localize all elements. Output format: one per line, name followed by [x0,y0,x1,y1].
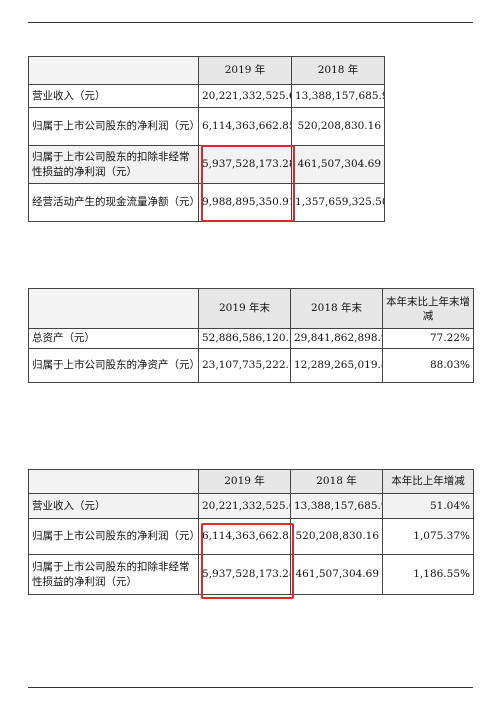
header-cell: 2019 年 [198,56,292,85]
value-cell: 461,507,304.69 [291,145,385,184]
row-label: 营业收入（元） [28,84,199,108]
table-row: 营业收入（元） 20,221,332,525.64 13,388,157,685… [28,84,385,108]
row-label: 营业收入（元） [28,493,199,519]
value-cell: 23,107,735,222.70 [198,348,291,383]
change-cell: 1,075.37% [382,518,474,555]
table-row: 归属于上市公司股东的扣除非经常性损益的净利润（元） 5,937,528,173.… [28,554,474,595]
row-label: 归属于上市公司股东的扣除非经常性损益的净利润（元） [28,145,199,184]
table-row: 归属于上市公司股东的扣除非经常性损益的净利润（元） 5,937,528,173.… [28,145,385,184]
header-cell [28,469,199,494]
table-row: 归属于上市公司股东的净利润（元） 6,114,363,662.85 520,20… [28,107,385,146]
value-cell: 20,221,332,525.64 [198,493,291,519]
header-cell [28,288,199,329]
header-cell: 2018 年 [290,469,383,494]
value-cell: 520,208,830.16 [291,107,385,146]
value-cell: 12,289,265,019.80 [290,348,383,383]
header-cell: 本年末比上年末增减 [382,288,474,329]
value-cell: 52,886,586,120.19 [198,328,291,349]
value-cell: 6,114,363,662.85 [198,107,292,146]
value-cell: 461,507,304.69 [290,554,383,595]
bottom-rule [28,687,473,688]
top-rule [28,22,473,23]
value-cell: 5,937,528,173.28 [198,554,291,595]
table-row: 经营活动产生的现金流量净额（元） 9,988,895,350.91 1,357,… [28,183,385,222]
change-cell: 1,186.55% [382,554,474,595]
value-cell: 5,937,528,173.28 [198,145,292,184]
table-header-row: 2019 年末 2018 年末 本年末比上年末增减 [28,288,474,329]
header-cell: 2018 年 [291,56,385,85]
header-cell: 2019 年 [198,469,291,494]
row-label: 归属于上市公司股东的扣除非经常性损益的净利润（元） [28,554,199,595]
table-header-row: 2019 年 2018 年 本年比上年增减 [28,469,474,494]
value-cell: 13,388,157,685.94 [291,84,385,108]
value-cell: 13,388,157,685.94 [290,493,383,519]
table-row: 归属于上市公司股东的净利润（元） 6,114,363,662.85 520,20… [28,518,474,555]
row-label: 归属于上市公司股东的净利润（元） [28,518,199,555]
value-cell: 9,988,895,350.91 [198,183,292,222]
value-cell: 1,357,659,325.50 [291,183,385,222]
change-cell: 77.22% [382,328,474,349]
table-assets: 2019 年末 2018 年末 本年末比上年末增减 总资产（元） 52,886,… [28,288,474,383]
value-cell: 6,114,363,662.85 [198,518,291,555]
table-row: 归属于上市公司股东的净资产（元） 23,107,735,222.70 12,28… [28,348,474,383]
row-label: 归属于上市公司股东的净资产（元） [28,348,199,383]
table-header-row: 2019 年 2018 年 [28,56,385,85]
change-cell: 88.03% [382,348,474,383]
row-label: 归属于上市公司股东的净利润（元） [28,107,199,146]
row-label: 总资产（元） [28,328,199,349]
row-label: 经营活动产生的现金流量净额（元） [28,183,199,222]
header-cell: 2018 年末 [290,288,383,329]
header-cell: 本年比上年增减 [382,469,474,494]
header-cell: 2019 年末 [198,288,291,329]
value-cell: 29,841,862,898.90 [290,328,383,349]
value-cell: 20,221,332,525.64 [198,84,292,108]
table-key-financials-2: 2019 年 2018 年 本年比上年增减 营业收入（元） 20,221,332… [28,469,474,595]
table-row: 营业收入（元） 20,221,332,525.64 13,388,157,685… [28,493,474,519]
header-cell [28,56,199,85]
value-cell: 520,208,830.16 [290,518,383,555]
table-key-financials-1: 2019 年 2018 年 营业收入（元） 20,221,332,525.64 … [28,56,385,222]
table-row: 总资产（元） 52,886,586,120.19 29,841,862,898.… [28,328,474,349]
change-cell: 51.04% [382,493,474,519]
